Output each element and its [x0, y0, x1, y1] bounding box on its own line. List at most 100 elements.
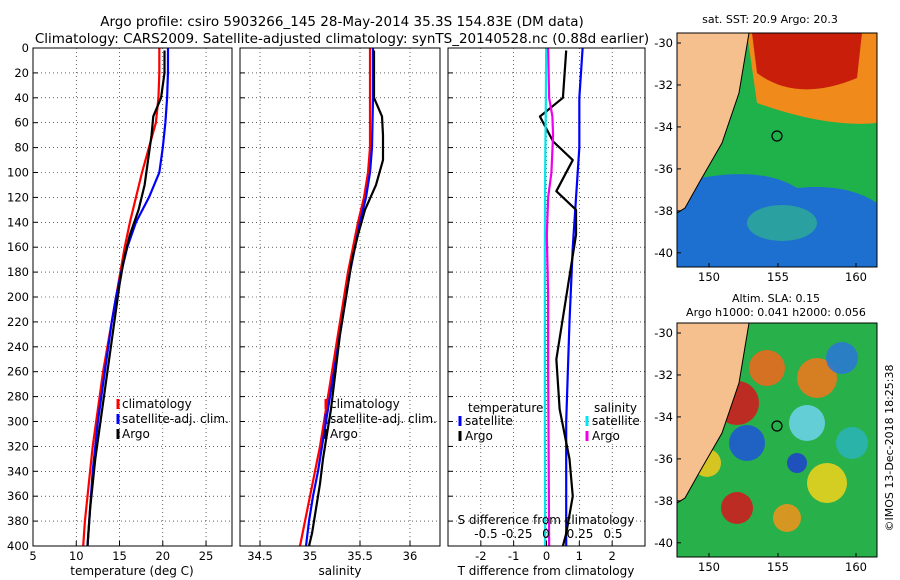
title-line-1: Argo profile: csiro 5903266_145 28-May-2…	[100, 14, 584, 30]
argo-location-marker	[771, 130, 783, 142]
legend-title-temperature: temperature	[468, 401, 543, 415]
sla-map-frame	[676, 322, 878, 558]
depth-tick-label: 280	[7, 390, 29, 404]
salinity-xlabel: salinity	[318, 564, 361, 578]
hot-water-region	[752, 33, 862, 90]
sla-anomaly-eddy	[773, 504, 801, 532]
sla-anomaly-eddy	[826, 342, 858, 374]
sst-land-australia	[677, 33, 750, 214]
legend-label-climatology: climatology	[122, 397, 192, 411]
sla-anomaly-eddy	[797, 358, 837, 398]
x-tick-label: 5	[29, 549, 36, 563]
sst-map-content	[677, 33, 877, 267]
x-tick-label: 35	[303, 549, 318, 563]
top-axis-tick-label: -0.25	[501, 527, 532, 541]
legend-label-s_sat: satellite	[592, 414, 640, 428]
sla-anomaly-eddy	[789, 405, 825, 441]
depth-tick-label: 80	[14, 141, 29, 155]
x-tick-label: -1	[508, 549, 519, 563]
depth-tick-label: 360	[7, 489, 29, 503]
top-axis-tick-label: -0.5	[474, 527, 497, 541]
lat-tick-label: -40	[654, 536, 673, 550]
top-axis-tick-label: 0	[542, 527, 550, 541]
lon-tick-label: 150	[698, 560, 720, 574]
lon-tick-label: 150	[698, 270, 720, 284]
sst-map-title: sat. SST: 20.9 Argo: 20.3	[702, 13, 838, 26]
depth-tick-label: 220	[7, 315, 29, 329]
lat-tick-label: -38	[654, 204, 673, 218]
lat-tick-label: -36	[654, 162, 673, 176]
legend-label-s_clim: Argo	[592, 429, 620, 443]
depth-tick-label: 180	[7, 265, 29, 279]
sla-anomaly-eddy	[787, 453, 807, 473]
temperature-xlabel: temperature (deg C)	[70, 564, 193, 578]
lat-tick-label: -30	[654, 36, 673, 50]
depth-tick-label: 380	[7, 514, 29, 528]
x-tick-label: 20	[155, 549, 170, 563]
depth-tick-label: 340	[7, 464, 29, 478]
credit-text: ©IMOS 13-Dec-2018 18:25:38	[883, 365, 896, 532]
depth-tick-label: 0	[22, 41, 29, 55]
series-line-2	[86, 50, 166, 547]
lat-tick-label: -32	[654, 368, 673, 382]
series-line-2	[543, 47, 548, 547]
depth-tick-label: 300	[7, 415, 29, 429]
lat-tick-label: -40	[654, 246, 673, 260]
x-tick-label: 2	[609, 549, 616, 563]
lat-tick-label: -32	[654, 78, 673, 92]
lat-tick-label: -34	[654, 410, 673, 424]
series-line-1	[538, 50, 578, 547]
legend-label-satellite: satellite-adj. clim.	[122, 412, 229, 426]
depth-tick-label: 260	[7, 365, 29, 379]
sla-land-australia	[677, 323, 750, 504]
depth-tick-label: 400	[7, 539, 29, 553]
sla-map-title-2: Argo h1000: 0.041 h2000: 0.056	[686, 306, 866, 319]
mixed-water-region	[747, 205, 817, 241]
series-line-1	[86, 48, 170, 547]
sla-anomaly-eddy	[749, 350, 785, 386]
depth-tick-label: 240	[7, 340, 29, 354]
plot-frame	[32, 47, 233, 547]
x-tick-label: -2	[475, 549, 486, 563]
temperature-panel: 5 10 15 20 25 0 20 40 60 80 100 120 140 160 180 200 220 2…	[7, 41, 233, 563]
sla-anomaly-eddy	[721, 492, 753, 524]
x-tick-label: 36	[403, 549, 418, 563]
depth-tick-label: 60	[14, 116, 29, 130]
sst-map-frame	[676, 32, 878, 268]
sla-anomaly-eddy	[807, 463, 847, 503]
legend-label-argo: Argo	[122, 427, 150, 441]
title-line-2: Climatology: CARS2009. Satellite-adjuste…	[35, 31, 649, 47]
lon-tick-label: 160	[845, 270, 867, 284]
depth-tick-label: 20	[14, 66, 29, 80]
depth-tick-label: 100	[7, 166, 29, 180]
series-line-2	[307, 50, 385, 547]
legend-label-climatology: climatology	[330, 397, 400, 411]
x-tick-label: 34.5	[247, 549, 273, 563]
legend-label-t_sat: satellite	[465, 414, 513, 428]
sla-anomaly-eddy	[836, 427, 868, 459]
legend-label-satellite: satellite-adj. clim.	[330, 412, 437, 426]
series-line-0	[298, 48, 372, 547]
top-axis-label: S difference from climatology	[458, 513, 635, 527]
x-tick-label: 1	[576, 549, 583, 563]
depth-tick-label: 160	[7, 240, 29, 254]
x-tick-label: 35.5	[347, 549, 373, 563]
lat-tick-label: -38	[654, 494, 673, 508]
lon-tick-label: 160	[845, 560, 867, 574]
top-axis-tick-label: 0.5	[603, 527, 622, 541]
legend-label-argo: Argo	[330, 427, 358, 441]
lat-tick-label: -30	[654, 326, 673, 340]
series-line-0	[565, 47, 584, 546]
legend-title-salinity: salinity	[594, 401, 637, 415]
depth-tick-label: 320	[7, 439, 29, 453]
sla-map-title-1: Altim. SLA: 0.15	[732, 292, 820, 305]
series-line-3	[545, 47, 555, 547]
x-tick-label: 15	[112, 549, 127, 563]
depth-tick-label: 120	[7, 190, 29, 204]
x-tick-label: 10	[69, 549, 84, 563]
difference-xlabel: T difference from climatology	[457, 564, 635, 578]
depth-tick-label: 140	[7, 215, 29, 229]
lat-tick-label: -34	[654, 120, 673, 134]
argo-location-marker	[771, 420, 783, 432]
